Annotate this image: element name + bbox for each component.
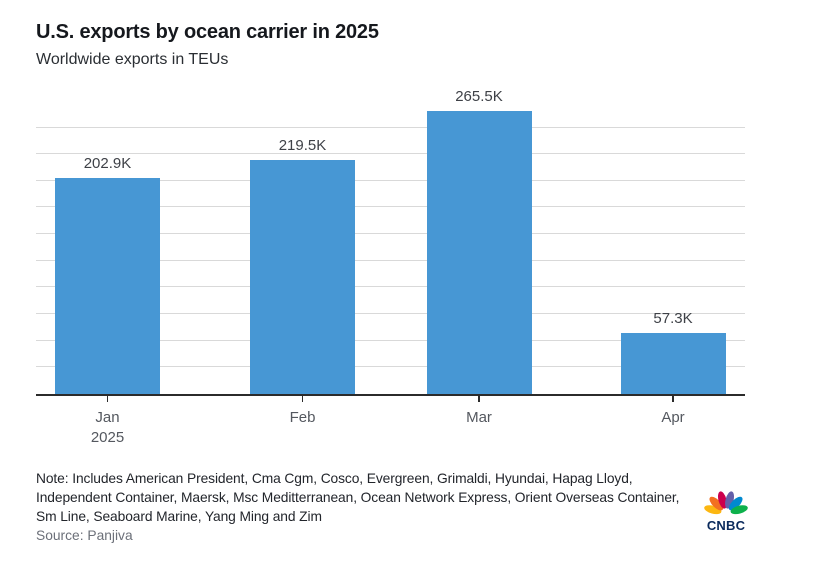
peacock-icon [704,491,748,515]
bar-jan [55,177,160,394]
x-tick-label: Jan 2025 [90,409,125,446]
x-tick-label: Mar [466,409,492,426]
x-tick-label: Apr [661,409,685,426]
gridline [36,286,745,288]
bar-value-label: 57.3K [653,309,693,327]
bar-mar [426,110,532,394]
x-tick-label: Feb [289,409,316,426]
bar-value-label: 202.9K [83,154,132,172]
chart-note: Note: Includes American President, Cma C… [36,471,680,524]
bar-apr [620,332,726,394]
cnbc-logo: CNBC [703,485,749,533]
gridline [36,366,745,368]
x-axis-line [36,394,745,396]
x-axis-tick [106,396,109,402]
bar-value-label: 265.5K [455,87,503,105]
x-axis-tick [301,396,304,402]
chart-subtitle: Worldwide exports in TEUs [36,51,229,68]
bar-value-label: 219.5K [278,137,327,155]
plot-area: 202.9K Jan 2025 219.5K Feb 265.5K Mar 57.3K Apr [36,87,745,446]
gridline [36,153,745,155]
gridline [36,179,745,181]
gridline [36,313,745,315]
cnbc-wordmark: CNBC [706,518,746,533]
gridline [36,259,745,261]
x-axis-tick [478,396,480,402]
x-axis-tick [672,396,674,402]
gridline [36,233,745,235]
gridline [36,339,745,341]
bar-feb [250,160,355,394]
gridline [36,126,745,128]
chart-source: Source: Panjiva [36,528,133,543]
gridline [36,206,745,208]
chart-title: U.S. exports by ocean carrier in 2025 [36,21,379,43]
